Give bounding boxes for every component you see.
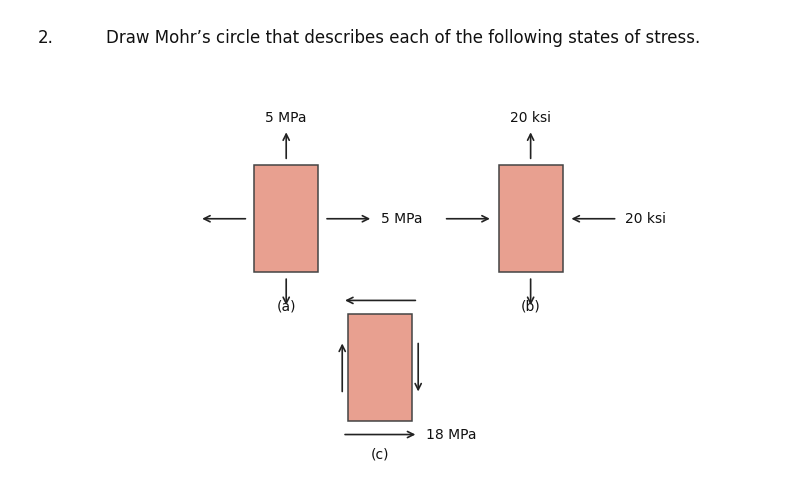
- Text: 20 ksi: 20 ksi: [510, 111, 551, 124]
- Text: (a): (a): [277, 299, 296, 313]
- Text: Draw Mohr’s circle that describes each of the following states of stress.: Draw Mohr’s circle that describes each o…: [105, 29, 700, 47]
- Text: (b): (b): [521, 299, 540, 313]
- Text: 18 MPa: 18 MPa: [426, 428, 476, 441]
- Text: 20 ksi: 20 ksi: [625, 212, 666, 226]
- Text: 5 MPa: 5 MPa: [265, 111, 307, 124]
- Bar: [348, 314, 412, 421]
- Bar: [499, 165, 563, 272]
- Bar: [254, 165, 318, 272]
- Text: 2.: 2.: [38, 29, 54, 47]
- Text: (c): (c): [371, 448, 389, 462]
- Text: 5 MPa: 5 MPa: [380, 212, 422, 226]
